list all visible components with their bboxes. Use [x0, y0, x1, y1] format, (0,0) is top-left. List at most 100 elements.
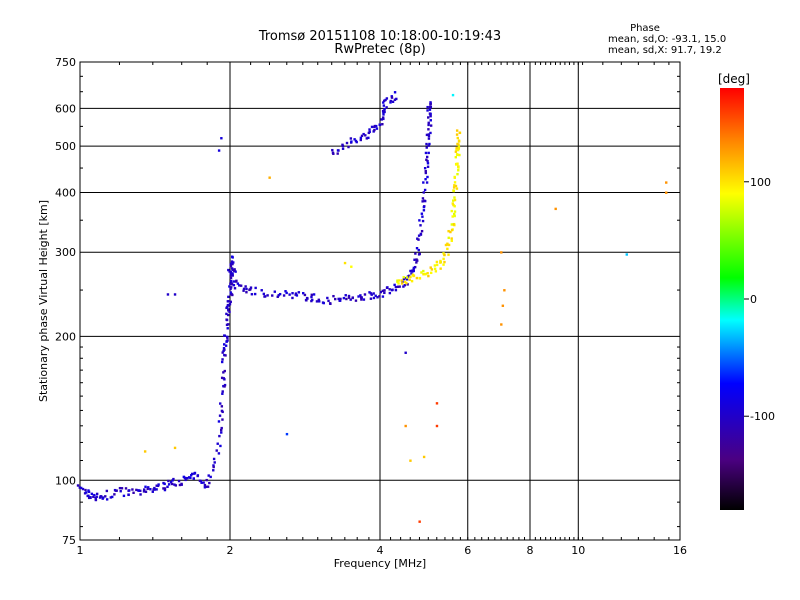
trace-point: [453, 181, 457, 184]
trace-point: [422, 209, 426, 212]
trace-point: [253, 292, 257, 296]
trace-point: [345, 141, 349, 145]
trace-point: [327, 299, 330, 303]
trace-point: [427, 133, 430, 136]
trace-point: [204, 485, 208, 488]
trace-point: [423, 167, 427, 170]
trace-point: [302, 291, 305, 295]
trace-point: [212, 465, 215, 469]
trace-point: [427, 274, 430, 278]
trace-point: [349, 298, 352, 301]
trace-point: [407, 274, 411, 278]
trace-point: [383, 107, 386, 111]
trace-point: [435, 263, 439, 267]
trace-point: [217, 420, 221, 423]
scatter-point: [404, 351, 407, 354]
trace-point: [368, 128, 371, 131]
trace-point: [220, 360, 224, 364]
trace-point: [422, 269, 425, 273]
colorbar-tick-label: -100: [750, 410, 775, 423]
trace-point: [144, 485, 147, 488]
trace-point: [429, 266, 432, 269]
trace-point: [416, 259, 419, 262]
trace-point: [311, 298, 314, 302]
trace-point: [220, 405, 224, 408]
trace-point: [427, 144, 430, 147]
trace-point: [422, 205, 426, 209]
trace-point: [426, 159, 429, 163]
trace-point: [229, 264, 233, 267]
trace-point: [228, 310, 231, 314]
trace-point: [457, 145, 461, 149]
trace-point: [450, 237, 453, 240]
x-tick-label: 16: [673, 544, 687, 557]
x-tick-label: 4: [377, 544, 384, 557]
trace-point: [378, 123, 382, 127]
trace-point: [359, 138, 362, 142]
trace-point: [419, 232, 423, 236]
trace-point: [420, 271, 423, 274]
trace-point: [156, 484, 160, 488]
trace-point: [370, 293, 373, 296]
trace-point: [223, 334, 227, 337]
trace-point: [260, 289, 263, 292]
trace-point: [262, 292, 266, 296]
trace-point: [454, 184, 458, 188]
trace-point: [442, 257, 445, 261]
trace-point: [288, 293, 291, 296]
trace-point: [381, 123, 384, 126]
trace-point: [203, 483, 207, 487]
trace-point: [109, 496, 113, 499]
trace-point: [412, 269, 415, 273]
trace-point: [229, 276, 233, 280]
trace-point: [394, 285, 398, 289]
trace-point: [408, 278, 411, 281]
scatter-point: [503, 289, 506, 292]
trace-point: [456, 162, 459, 165]
trace-point: [429, 102, 432, 105]
colorbar-label: [deg]: [718, 72, 750, 86]
trace-point: [170, 482, 174, 486]
trace-point: [87, 496, 91, 500]
trace-point: [278, 292, 282, 296]
trace-point: [242, 287, 246, 291]
trace-point: [344, 294, 347, 297]
trace-point: [231, 293, 234, 297]
scatter-point: [665, 191, 668, 194]
trace-point: [135, 488, 138, 492]
trace-point: [388, 288, 391, 291]
trace-point: [405, 276, 409, 279]
trace-point: [226, 305, 229, 309]
trace-point: [455, 129, 459, 132]
trace-point: [147, 486, 150, 489]
trace-point: [362, 298, 366, 301]
trace-point: [446, 247, 449, 251]
phase-stats-title: Phase: [630, 23, 660, 34]
trace-point: [172, 477, 175, 481]
trace-point: [444, 243, 448, 247]
trace-point: [365, 137, 369, 140]
trace-point: [456, 153, 459, 157]
trace-point: [139, 489, 142, 492]
trace-point: [89, 496, 92, 500]
trace-point: [95, 495, 98, 498]
trace-point: [193, 472, 196, 475]
trace-point: [420, 229, 424, 233]
trace-point: [233, 287, 237, 290]
trace-point: [347, 145, 350, 149]
phase-stats-o: mean, sd,O: -93.1, 15.0: [608, 34, 726, 45]
trace-point: [382, 104, 386, 107]
trace-point: [341, 143, 344, 147]
trace-point: [250, 293, 254, 296]
trace-point: [317, 298, 321, 301]
trace-point: [224, 354, 227, 357]
trace-point: [189, 476, 192, 480]
trace-point: [245, 287, 248, 291]
trace-point: [212, 464, 215, 467]
trace-point: [224, 344, 228, 347]
trace-point: [426, 165, 430, 168]
trace-point: [424, 171, 428, 175]
trace-point: [242, 289, 245, 292]
trace-point: [458, 153, 461, 157]
trace-point: [315, 300, 319, 303]
